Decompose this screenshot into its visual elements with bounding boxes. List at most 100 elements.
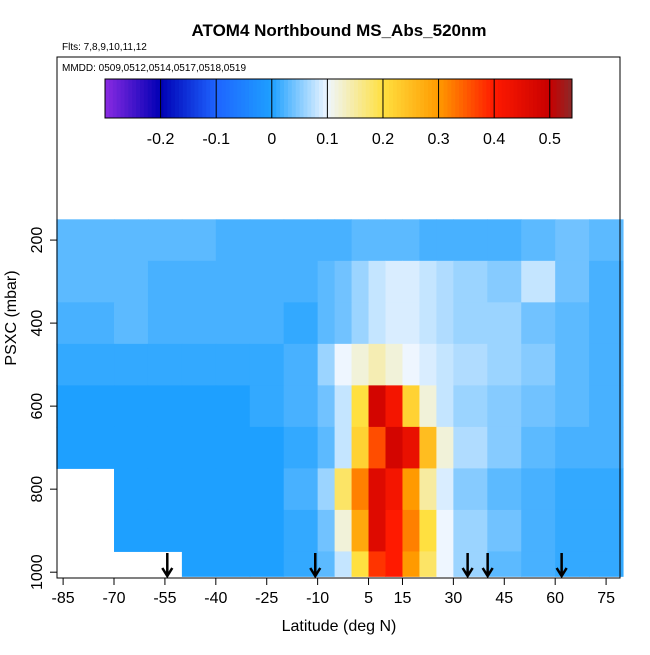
colorbar-segment xyxy=(428,79,433,118)
colorbar-segment xyxy=(245,79,250,118)
x-tick-label: -70 xyxy=(102,590,125,607)
heat-cell xyxy=(114,343,149,386)
colorbar-segment xyxy=(494,79,499,118)
heat-cell xyxy=(385,426,403,469)
colorbar-segment xyxy=(280,79,285,118)
colorbar-segment xyxy=(346,79,351,118)
heat-cell xyxy=(453,260,488,303)
heat-cell xyxy=(453,302,488,345)
colorbar-segment xyxy=(237,79,242,118)
colorbar-segment xyxy=(311,79,316,118)
heat-cell xyxy=(436,551,454,577)
colorbar-segment xyxy=(404,79,410,118)
colorbar-segment xyxy=(136,79,141,118)
colorbar-segment xyxy=(568,79,573,118)
colorbar-segment xyxy=(338,79,343,118)
colorbar-segment xyxy=(132,79,137,118)
heat-cell xyxy=(215,551,251,577)
heat-cell xyxy=(215,260,251,303)
heat-cell xyxy=(56,260,115,303)
heat-cell xyxy=(521,219,556,262)
heat-cell xyxy=(351,343,370,386)
colorbar-segment xyxy=(447,79,452,118)
colorbar-tick-label: 0.5 xyxy=(539,131,561,148)
heat-cell xyxy=(351,509,370,552)
heat-cell xyxy=(147,509,183,552)
heat-cell xyxy=(555,343,590,386)
colorbar-segment xyxy=(463,79,468,118)
heat-cell xyxy=(283,426,319,469)
heat-cell xyxy=(181,468,217,511)
heat-cell xyxy=(334,219,353,262)
heat-cell xyxy=(385,343,403,386)
heat-cell xyxy=(215,343,251,386)
colorbar-segment xyxy=(307,79,312,118)
x-tick-label: 45 xyxy=(495,590,513,607)
heat-cell xyxy=(114,509,149,552)
heat-cell xyxy=(402,509,420,552)
heat-cell xyxy=(215,385,251,428)
colorbar-segment xyxy=(120,79,125,118)
heat-cell xyxy=(181,509,217,552)
colorbar-segment xyxy=(552,79,557,118)
colorbar-segment xyxy=(299,79,304,118)
heat-cell xyxy=(555,219,590,262)
heat-cell xyxy=(56,219,115,262)
heat-cell xyxy=(589,260,624,303)
colorbar-segment xyxy=(229,79,234,118)
colorbar-segment xyxy=(412,79,417,118)
heat-cell xyxy=(436,426,454,469)
heat-cell xyxy=(147,343,183,386)
colorbar-segment xyxy=(291,79,297,118)
colorbar-segment xyxy=(334,79,339,118)
heat-cell xyxy=(453,219,488,262)
colorbar-segment xyxy=(459,79,464,118)
subtitle: Flts: 7,8,9,10,11,12 xyxy=(62,42,147,53)
heat-cell xyxy=(181,426,217,469)
colorbar-segment xyxy=(264,79,269,118)
colorbar-segment xyxy=(521,79,526,118)
arrow xyxy=(555,553,568,579)
x-tick-label: -55 xyxy=(153,590,176,607)
colorbar-segment xyxy=(233,79,238,118)
colorbar-segment xyxy=(178,79,184,118)
heat-cell xyxy=(402,302,420,345)
colorbar-segment xyxy=(140,79,145,118)
heat-cell xyxy=(147,260,183,303)
heat-cell xyxy=(521,509,556,552)
colorbar-segment xyxy=(501,79,507,118)
heat-cell xyxy=(249,302,285,345)
colorbar-segment xyxy=(392,79,398,118)
colorbar-segment xyxy=(287,79,293,118)
heat-cell xyxy=(181,260,217,303)
heat-cell xyxy=(436,509,454,552)
heat-cell xyxy=(368,385,387,428)
heat-cell xyxy=(283,302,319,345)
colorbar-segment xyxy=(272,79,277,118)
heat-cell xyxy=(487,343,522,386)
heat-cell xyxy=(402,343,420,386)
colorbar-segment xyxy=(252,79,258,118)
x-tick-label: -25 xyxy=(255,590,278,607)
heat-cell xyxy=(419,260,437,303)
colorbar-segment xyxy=(221,79,227,118)
colorbar-segment xyxy=(330,79,336,118)
plot-frame xyxy=(56,56,621,579)
colorbar-segment xyxy=(112,79,118,118)
heat-cell xyxy=(419,509,437,552)
colorbar-segment xyxy=(217,79,223,118)
heat-cell xyxy=(419,302,437,345)
colorbar-segment xyxy=(342,79,347,118)
colorbar-segment xyxy=(533,79,538,118)
heat-cell xyxy=(385,509,403,552)
y-axis-label: PSXC (mbar) xyxy=(3,270,20,365)
colorbar-segment xyxy=(108,79,114,118)
colorbar-segment xyxy=(474,79,480,118)
colorbar-segment xyxy=(544,79,550,118)
heat-cell xyxy=(56,426,115,469)
arrow xyxy=(309,553,322,579)
colorbar-segment xyxy=(268,79,273,118)
heat-cell xyxy=(487,219,522,262)
heat-cell xyxy=(215,468,251,511)
colorbar-segment xyxy=(525,79,530,118)
